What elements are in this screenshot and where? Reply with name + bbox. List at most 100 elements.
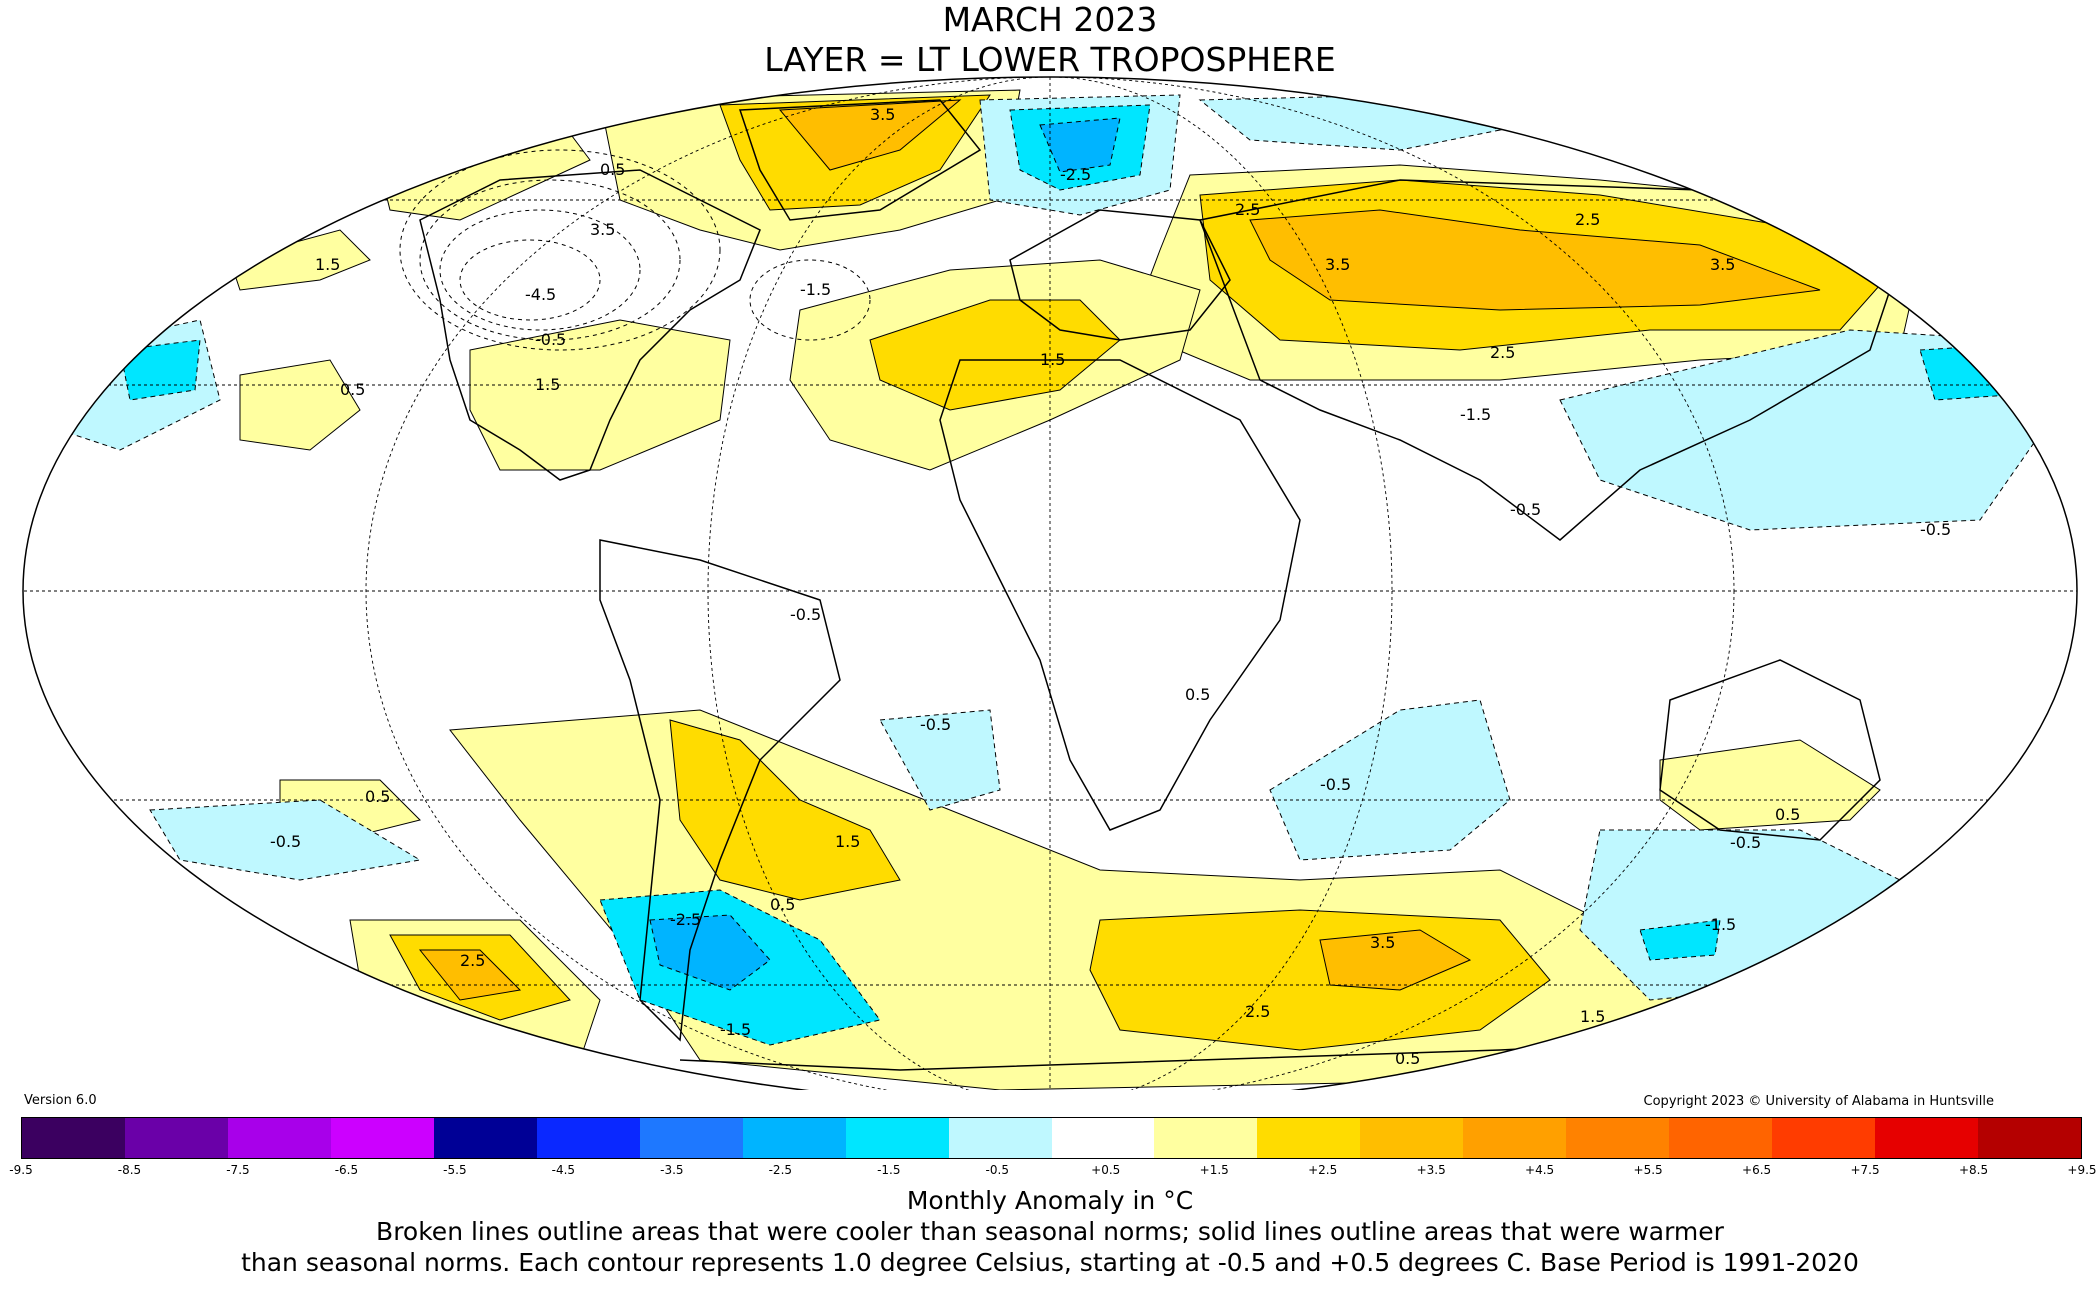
warm-region-central-america <box>469 319 731 471</box>
svg-text:-0.5: -0.5 <box>920 715 951 734</box>
contour-labels: 0.5 3.5 -4.5 -0.5 -1.5 3.5 -2.5 2.5 3.5 … <box>270 105 1951 1068</box>
colorbar-segment <box>330 1118 434 1158</box>
caption-line-2: than seasonal norms. Each contour repres… <box>241 1248 1859 1277</box>
copyright-label: Copyright 2023 © University of Alabama i… <box>1643 1094 1994 1109</box>
colorbar-tick-label: +0.5 <box>1091 1163 1121 1177</box>
warm-region-south-indian-ocean <box>1089 909 1551 1051</box>
colorbar-tick-label: +7.5 <box>1850 1163 1880 1177</box>
warm-region-greenland-inner <box>778 99 962 171</box>
colorbar-tick-label: +9.5 <box>2067 1163 2097 1177</box>
cool-region-north-pacific-east-core <box>119 339 201 401</box>
svg-text:-2.5: -2.5 <box>670 910 701 929</box>
caption-line-1: Broken lines outline areas that were coo… <box>376 1217 1724 1246</box>
svg-text:3.5: 3.5 <box>1370 933 1395 952</box>
colorbar-segment <box>124 1118 228 1158</box>
svg-text:-1.5: -1.5 <box>1705 915 1736 934</box>
svg-text:2.5: 2.5 <box>1235 200 1260 219</box>
warm-region-north-pacific <box>229 229 371 291</box>
warm-region-south-pacific-inner <box>418 949 522 1001</box>
colorbar-segment <box>1566 1118 1670 1158</box>
svg-text:3.5: 3.5 <box>870 105 895 124</box>
colorbar-tick-label: -7.5 <box>226 1163 250 1177</box>
units-label: Monthly Anomaly in °C <box>906 1186 1194 1215</box>
colorbar-tick-label: +6.5 <box>1742 1163 1772 1177</box>
svg-text:0.5: 0.5 <box>1775 805 1800 824</box>
cold-anomaly-contours-north-america <box>399 149 871 351</box>
colorbar-tick-label: +8.5 <box>1958 1163 1989 1177</box>
svg-text:0.5: 0.5 <box>340 380 365 399</box>
svg-text:0.5: 0.5 <box>1185 685 1210 704</box>
cool-region-southwest-pacific-core <box>1639 919 1721 961</box>
version-label: Version 6.0 <box>24 1093 97 1108</box>
colorbar-segment <box>845 1118 949 1158</box>
australia-outline <box>1659 659 1881 841</box>
colorbar-tick-label: -5.5 <box>443 1163 467 1177</box>
colorbar-tick-label: -6.5 <box>334 1163 359 1177</box>
colorbar-segment <box>1257 1118 1361 1158</box>
cool-region-south-atlantic <box>879 709 1001 811</box>
colorbar-segment <box>1360 1118 1464 1158</box>
warm-region-north-pacific-west <box>239 359 361 451</box>
colorbar-segment <box>1978 1118 2082 1158</box>
warm-region-eurasia-inner <box>1249 209 1821 311</box>
svg-text:1.5: 1.5 <box>315 255 340 274</box>
svg-text:-0.5: -0.5 <box>790 605 821 624</box>
colorbar-segment <box>227 1118 331 1158</box>
cool-region-indian-ocean <box>1269 699 1511 861</box>
colorbar-tick-label: -4.5 <box>551 1163 576 1177</box>
colorbar-tick-label: +4.5 <box>1525 1163 1555 1177</box>
cool-region-south-pacific-west <box>149 799 422 881</box>
svg-text:3.5: 3.5 <box>1710 255 1735 274</box>
colorbar-tick-label: -9.5 <box>9 1163 33 1177</box>
svg-text:3.5: 3.5 <box>1325 255 1350 274</box>
svg-text:3.5: 3.5 <box>590 220 615 239</box>
svg-text:-1.5: -1.5 <box>1460 405 1491 424</box>
africa-outline <box>939 359 1301 831</box>
svg-text:1.5: 1.5 <box>835 832 860 851</box>
svg-text:1.5: 1.5 <box>1580 1007 1605 1026</box>
map-subtitle: LAYER = LT LOWER TROPOSPHERE <box>764 40 1336 79</box>
svg-text:-0.5: -0.5 <box>535 330 566 349</box>
colorbar-segment <box>1463 1118 1567 1158</box>
colorbar-segment <box>1875 1118 1979 1158</box>
colorbar-tick-label: -2.5 <box>768 1163 793 1177</box>
colorbar-segment <box>433 1118 537 1158</box>
south-america-outline <box>599 539 841 1042</box>
svg-text:-2.5: -2.5 <box>1060 165 1091 184</box>
map-title: MARCH 2023 <box>942 0 1158 39</box>
svg-text:-0.5: -0.5 <box>1510 500 1541 519</box>
globe-border <box>22 76 2078 1090</box>
warm-region-australia <box>1659 739 1881 831</box>
colorbar-tick-label: +3.5 <box>1416 1163 1446 1177</box>
svg-text:0.5: 0.5 <box>600 160 625 179</box>
colorbar-tick-label: -8.5 <box>117 1163 142 1177</box>
svg-text:2.5: 2.5 <box>1245 1002 1270 1021</box>
svg-text:-4.5: -4.5 <box>525 285 556 304</box>
svg-text:2.5: 2.5 <box>1490 343 1515 362</box>
colorbar-tick-label: +2.5 <box>1308 1163 1338 1177</box>
svg-text:-0.5: -0.5 <box>1920 520 1951 539</box>
greenland-outline <box>738 99 982 221</box>
warm-region-south-indian-inner <box>1319 929 1472 991</box>
colorbar-tick-label: +5.5 <box>1633 1163 1663 1177</box>
colorbar-segment <box>1772 1118 1876 1158</box>
colorbar-segment <box>1154 1118 1258 1158</box>
svg-text:0.5: 0.5 <box>365 787 390 806</box>
colorbar-segment <box>948 1118 1052 1158</box>
colorbar-tick-label: -3.5 <box>660 1163 684 1177</box>
svg-text:0.5: 0.5 <box>1395 1049 1420 1068</box>
colorbar-segment <box>1051 1118 1155 1158</box>
svg-text:0.5: 0.5 <box>770 895 795 914</box>
svg-text:-1.5: -1.5 <box>800 280 831 299</box>
svg-text:1.5: 1.5 <box>1040 350 1065 369</box>
colorbar-segment <box>536 1118 640 1158</box>
cool-region-drake-core <box>649 914 771 991</box>
colorbar-tick-label: +1.5 <box>1199 1163 1229 1177</box>
anomaly-fields: 0.5 3.5 -4.5 -0.5 -1.5 3.5 -2.5 2.5 3.5 … <box>23 77 2077 1090</box>
svg-text:1.5: 1.5 <box>535 375 560 394</box>
colorbar-tick-label: -1.5 <box>877 1163 901 1177</box>
colorbar-segment <box>1669 1118 1773 1158</box>
svg-text:-0.5: -0.5 <box>270 832 301 851</box>
cool-region-arctic-inner <box>1039 117 1121 173</box>
svg-text:2.5: 2.5 <box>1575 210 1600 229</box>
